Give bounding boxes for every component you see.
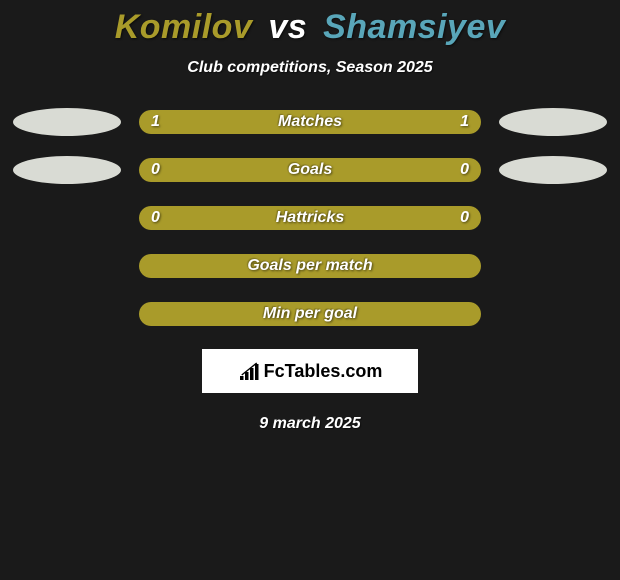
stat-bar: Min per goal [139,302,481,326]
player2-marker [499,108,607,136]
stat-rows: 1 Matches 1 0 Goals 0 0 Hattricks 0 Goals per mat… [0,109,620,327]
stat-bar: 1 Matches 1 [139,110,481,134]
stat-label: Matches [278,113,342,131]
logo-text: FcTables.com [264,361,383,382]
stat-value-right: 0 [460,209,469,227]
stat-value-right: 0 [460,161,469,179]
player1-marker [13,108,121,136]
stat-row: 1 Matches 1 [0,109,620,135]
stat-label: Goals [288,161,332,179]
stat-label: Goals per match [247,257,372,275]
stat-bar: Goals per match [139,254,481,278]
stat-row: Goals per match [0,253,620,279]
stat-value-left: 0 [151,161,160,179]
player2-name: Shamsiyev [323,8,505,46]
fctables-logo: FcTables.com [202,349,418,393]
comparison-card: Komilov vs Shamsiyev Club competitions, … [0,0,620,433]
stat-value-left: 1 [151,113,160,131]
stat-bar: 0 Goals 0 [139,158,481,182]
subtitle: Club competitions, Season 2025 [0,59,620,77]
title: Komilov vs Shamsiyev [0,8,620,47]
vs-label: vs [268,8,307,46]
player1-name: Komilov [115,8,253,46]
stat-row: Min per goal [0,301,620,327]
player2-marker [499,156,607,184]
stat-row: 0 Goals 0 [0,157,620,183]
stat-row: 0 Hattricks 0 [0,205,620,231]
date-label: 9 march 2025 [0,415,620,433]
stat-label: Min per goal [263,305,357,323]
stat-value-right: 1 [460,113,469,131]
player1-marker [13,156,121,184]
bar-chart-icon [238,362,260,380]
stat-bar: 0 Hattricks 0 [139,206,481,230]
stat-value-left: 0 [151,209,160,227]
stat-label: Hattricks [276,209,344,227]
